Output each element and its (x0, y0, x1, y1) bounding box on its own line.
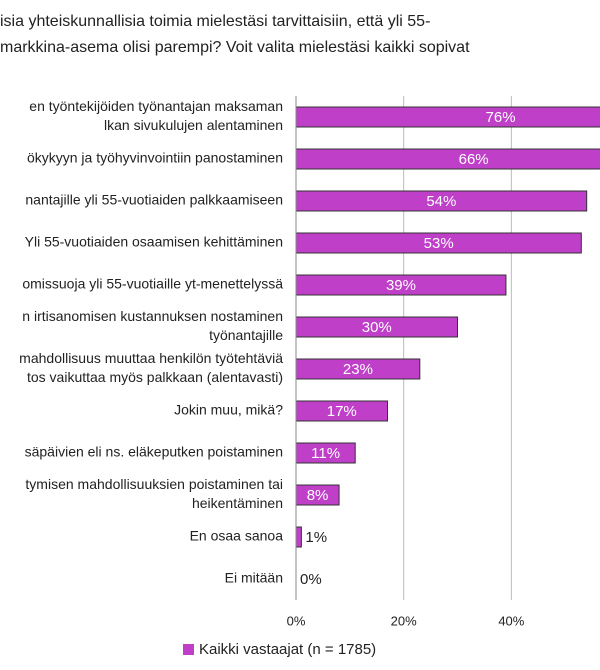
y-tick-label: työnantajille (209, 327, 283, 343)
y-tick-label: omissuoja yli 55-vuotiaille yt-menettely… (22, 276, 283, 292)
y-tick-label: n irtisanomisen kustannuksen nostaminen (22, 308, 283, 324)
y-tick-label: ökykyyn ja työhyvinvointiin panostaminen (27, 150, 283, 166)
y-tick-label: tymisen mahdollisuuksien poistaminen tai (25, 476, 283, 492)
legend-swatch (183, 644, 194, 655)
y-tick-label: lkan sivukulujen alentaminen (104, 117, 283, 133)
bar (295, 526, 302, 548)
chart-title: isia yhteiskunnallisia toimia mielestäsi… (0, 13, 430, 30)
y-tick-label: mahdollisuus muuttaa henkilön työtehtävi… (19, 350, 283, 366)
y-tick-label: en työntekijöiden työnantajan maksaman (29, 98, 283, 114)
legend-label: Kaikki vastaajat (n = 1785) (199, 641, 376, 658)
value-label: 8% (307, 487, 329, 504)
y-tick-label: En osaa sanoa (190, 528, 284, 544)
y-tick-label: Yli 55-vuotiaiden osaamisen kehittäminen (25, 234, 283, 250)
value-label: 0% (300, 571, 322, 588)
value-label: 53% (424, 235, 454, 252)
y-tick-label: Ei mitään (225, 570, 283, 586)
value-label: 1% (305, 529, 327, 546)
y-tick-label: Jokin muu, mikä? (174, 402, 283, 418)
value-label: 30% (362, 319, 392, 336)
value-label: 54% (426, 193, 456, 210)
chart-title: markkina-asema olisi parempi? Voit valit… (0, 39, 470, 56)
value-label: 39% (386, 277, 416, 294)
y-tick-label: nantajille yli 55-vuotiaiden palkkaamise… (25, 192, 283, 208)
value-label: 23% (343, 361, 373, 378)
value-label: 17% (327, 403, 357, 420)
y-tick-label: säpäivien eli ns. eläkeputken poistamine… (25, 444, 283, 460)
x-tick-label: 0% (287, 613, 306, 628)
value-label: 11% (311, 445, 340, 462)
y-tick-label: heikentäminen (192, 495, 283, 511)
bar (295, 106, 600, 128)
value-label: 76% (486, 109, 516, 126)
value-label: 66% (459, 151, 489, 168)
x-tick-label: 40% (498, 613, 524, 628)
x-tick-label: 20% (391, 613, 417, 628)
y-tick-label: tos vaikuttaa myös palkkaan (alentavasti… (27, 369, 283, 385)
bar (295, 148, 600, 170)
